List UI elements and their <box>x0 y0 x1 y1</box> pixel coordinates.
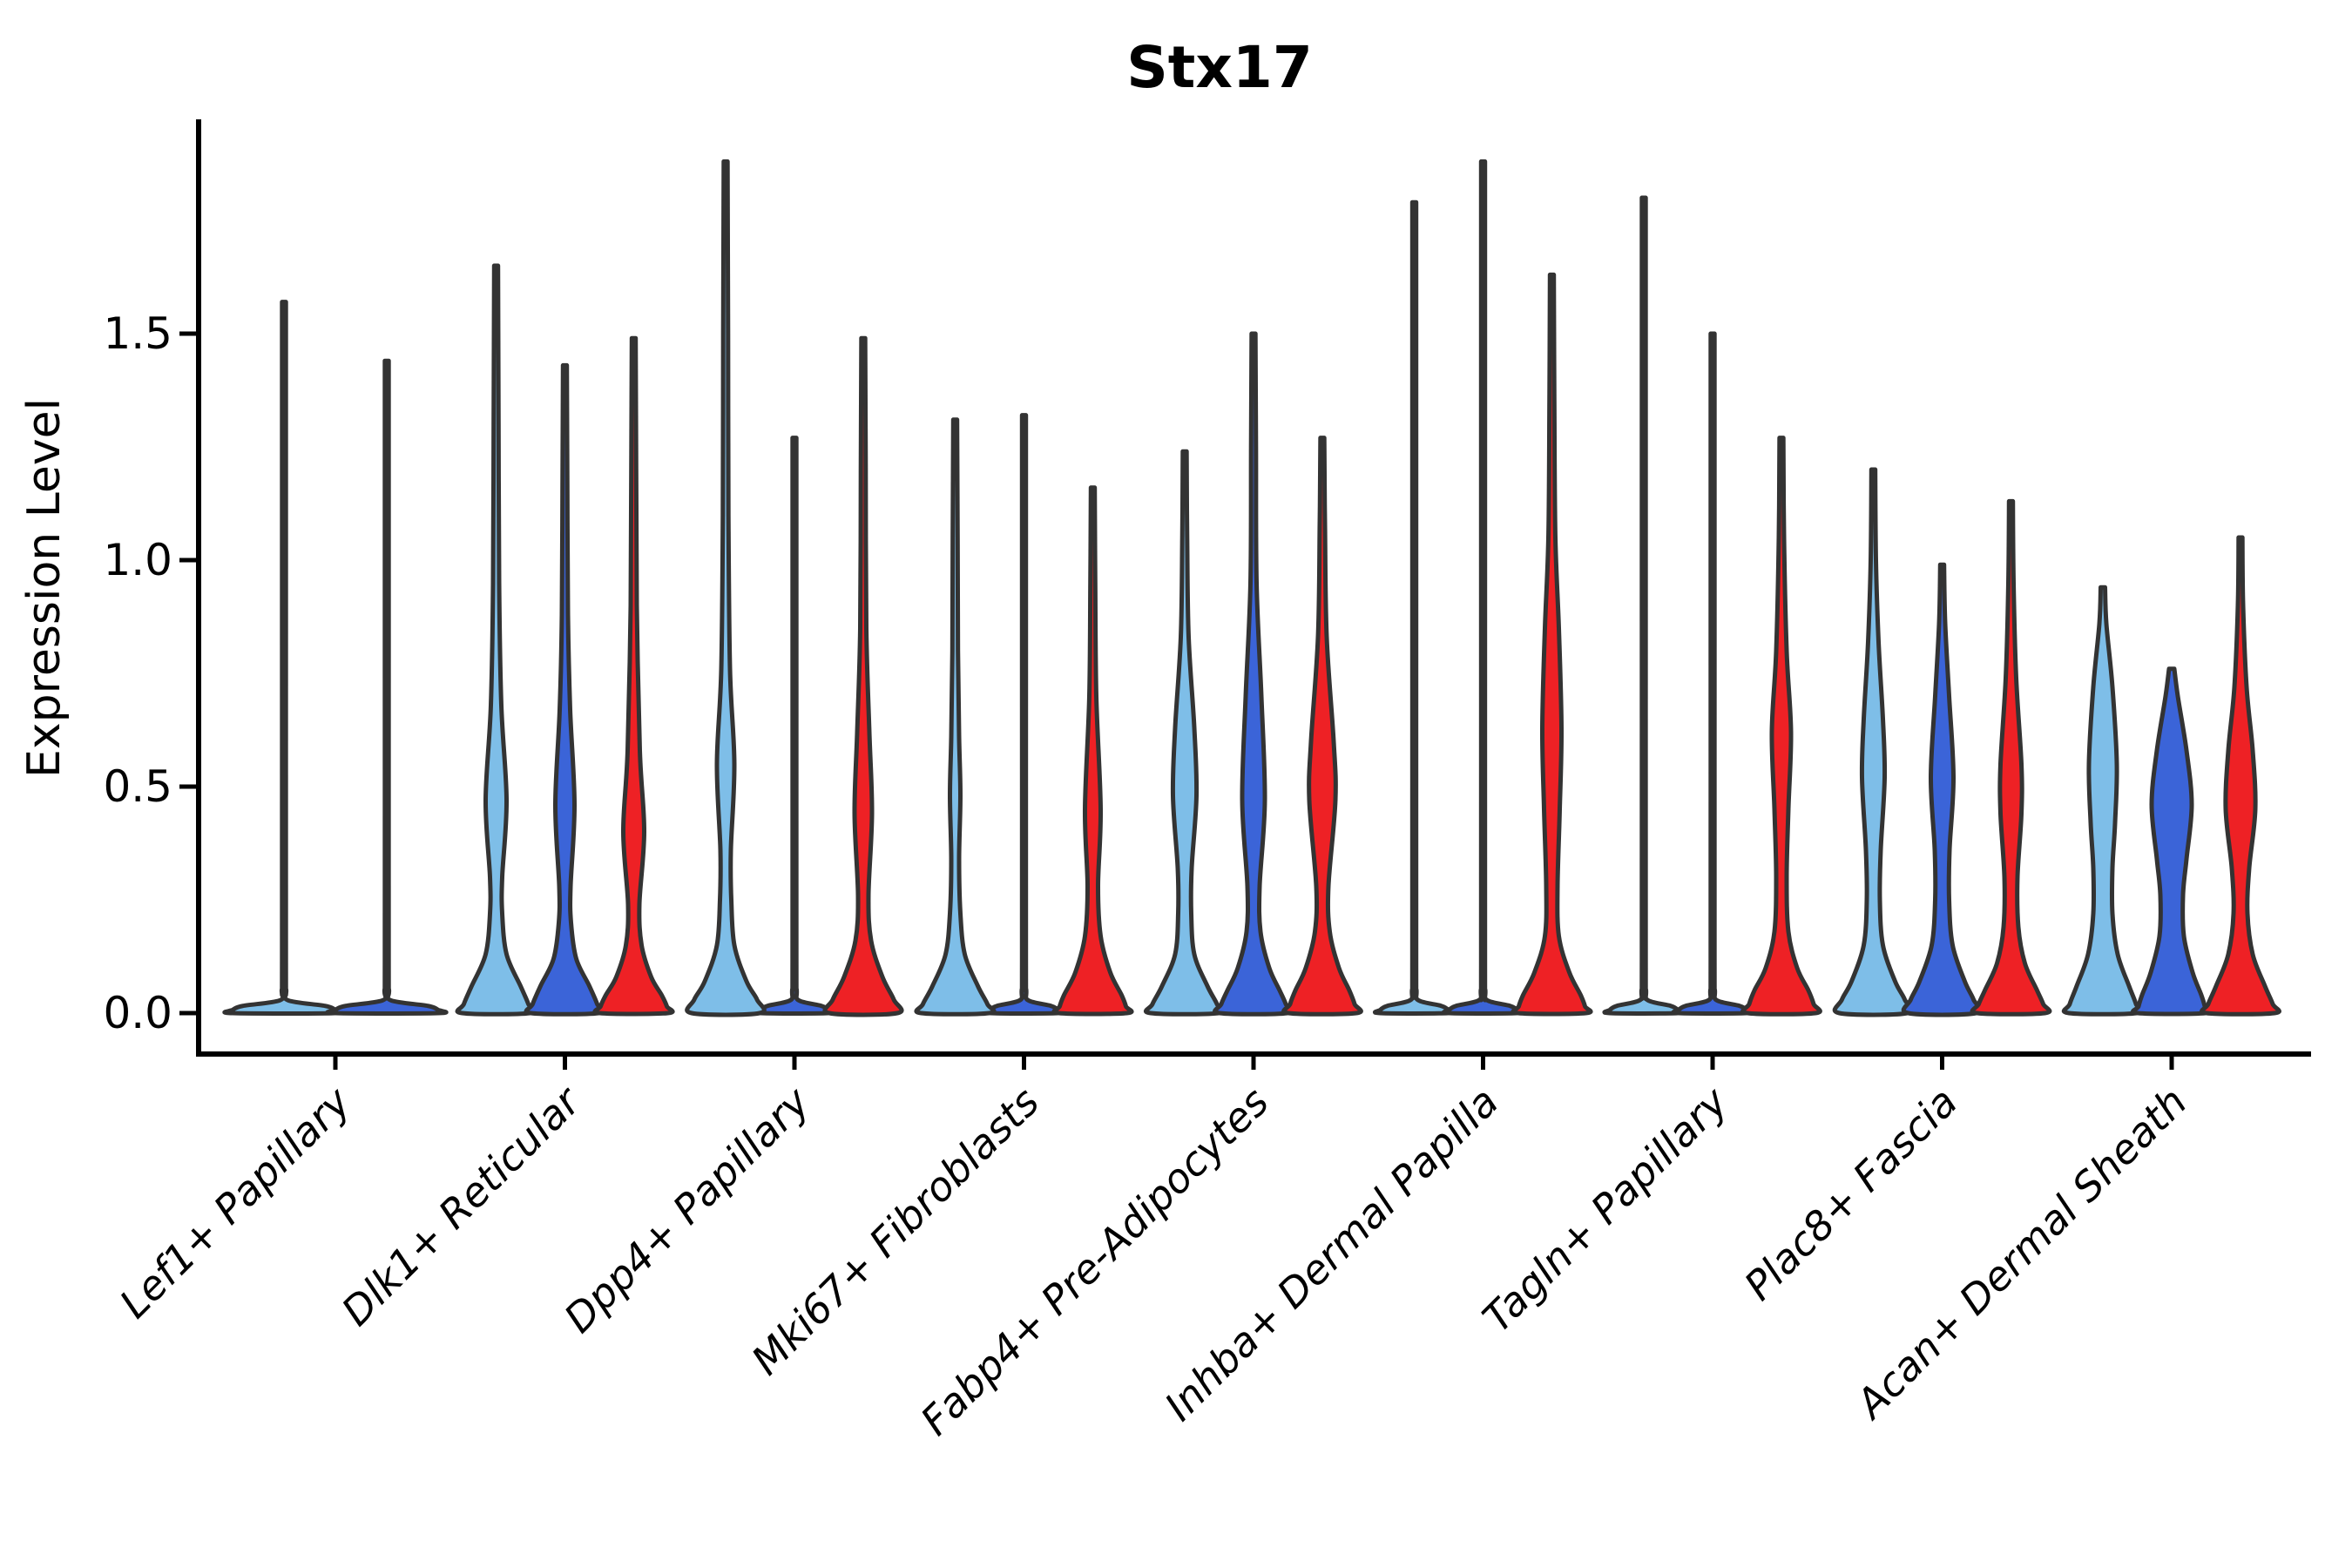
x-axis-label-0: Lef1+ Papillary <box>111 1078 360 1327</box>
x-axis-label-2: Dpp4+ Papillary <box>555 1078 819 1342</box>
y-tick-label-1: 0.5 <box>103 761 172 812</box>
y-tick-label-2: 1.0 <box>103 535 172 585</box>
violin-3-red <box>1051 485 1134 1017</box>
violin-6-red <box>1740 436 1822 1017</box>
chart-title: Stx17 <box>1126 34 1313 101</box>
violin-2-dark-blue <box>753 436 836 1016</box>
violin-2-red <box>822 335 904 1017</box>
violin-7-light-blue <box>1832 467 1915 1017</box>
y-axis-label: Expression Level <box>18 398 71 778</box>
violin-1-light-blue <box>455 263 537 1017</box>
violin-2-light-blue <box>685 159 767 1017</box>
violin-8-red <box>2200 535 2281 1017</box>
violin-3-light-blue <box>914 417 997 1017</box>
violin-3-dark-blue <box>982 413 1066 1016</box>
x-axis-label-1: Dlk1+ Reticular <box>333 1076 591 1335</box>
violin-1-red <box>592 335 675 1017</box>
violin-8-light-blue <box>2061 585 2145 1017</box>
violins-layer <box>222 159 2281 1017</box>
violin-5-light-blue <box>1372 199 1456 1016</box>
violin-6-light-blue <box>1602 195 1686 1016</box>
violin-4-dark-blue <box>1213 331 1294 1017</box>
violin-6-dark-blue <box>1671 331 1754 1016</box>
violin-0-light-blue <box>222 300 346 1016</box>
violin-7-dark-blue <box>1901 562 1984 1017</box>
violin-8-dark-blue <box>2130 666 2213 1017</box>
violin-7-red <box>1970 498 2052 1017</box>
violin-4-light-blue <box>1143 449 1227 1017</box>
y-tick-label-3: 1.5 <box>103 308 172 359</box>
violin-1-dark-blue <box>524 362 606 1017</box>
violin-0-dark-blue <box>325 358 449 1016</box>
x-axis-label-6: Tagln+ Papillary <box>1473 1078 1737 1342</box>
y-tick-label-0: 0.0 <box>103 988 172 1038</box>
x-ticks-layer <box>333 1054 2174 1070</box>
violin-5-red <box>1511 272 1593 1017</box>
violin-4-red <box>1281 436 1363 1017</box>
violin-5-dark-blue <box>1441 159 1525 1016</box>
x-axis-label-7: Plac8+ Fascia <box>1735 1078 1966 1309</box>
